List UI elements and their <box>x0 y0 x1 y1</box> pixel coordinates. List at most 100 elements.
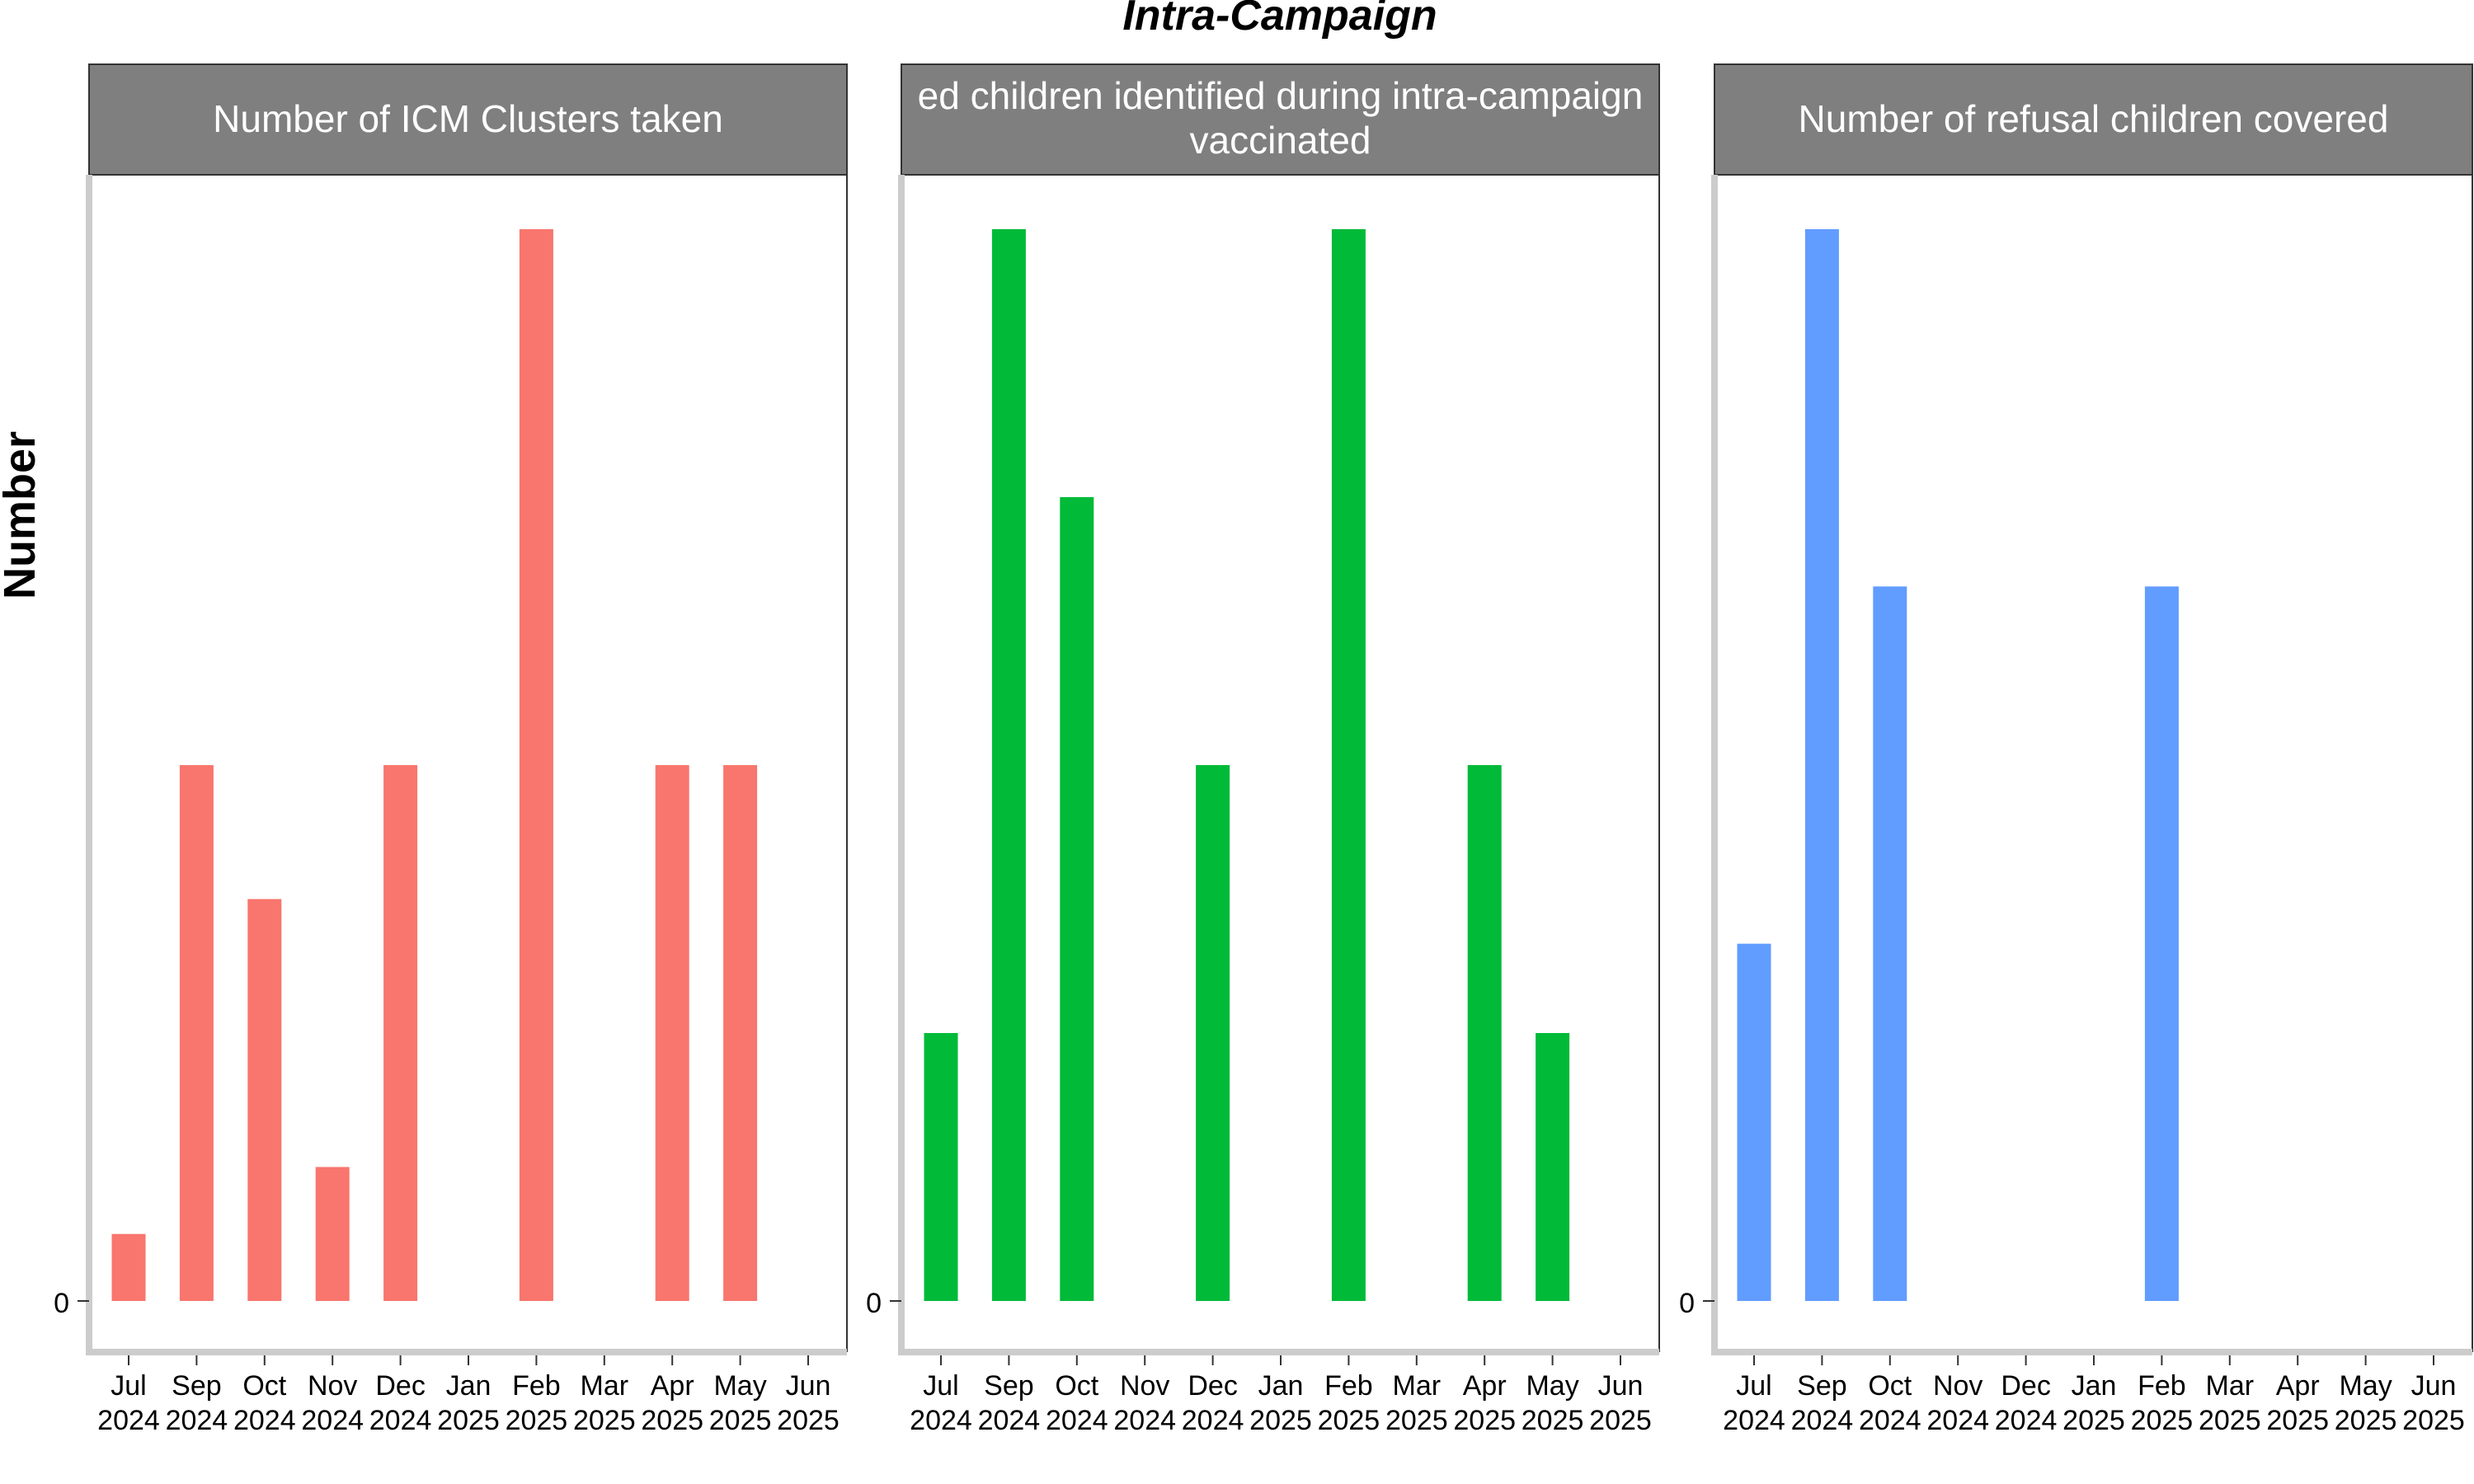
x-tick-label-month: Jun <box>2411 1370 2457 1402</box>
facet-strip <box>1714 63 2473 176</box>
bar-2 <box>1804 229 1839 1301</box>
x-tick-label-month: Jun <box>786 1370 831 1402</box>
y-tick-label: 0 <box>866 1288 882 1319</box>
x-tick-label-year: 2024 <box>910 1405 972 1436</box>
x-tick-label-month: Apr <box>1463 1370 1507 1402</box>
facet-strip-title: ed children identified during intra-camp… <box>918 74 1644 117</box>
x-tick-label-month: Feb <box>512 1370 561 1402</box>
x-tick-label-month: Dec <box>2001 1370 2050 1402</box>
x-tick-label-month: Oct <box>242 1370 286 1402</box>
x-tick-label-year: 2024 <box>166 1405 228 1436</box>
facet-panel-1: Number of ICM Clusters taken0Jul2024Sep2… <box>54 63 848 1436</box>
x-tick-label-month: Feb <box>1324 1370 1373 1402</box>
x-tick-label-year: 2024 <box>1723 1405 1785 1436</box>
x-tick-label-year: 2025 <box>2131 1405 2194 1436</box>
x-tick-label-year: 2025 <box>437 1405 500 1436</box>
x-tick-label-year: 2025 <box>573 1405 636 1436</box>
bar-9 <box>1467 765 1502 1301</box>
bar-7 <box>1331 229 1366 1301</box>
x-tick-label-month: Sep <box>172 1370 222 1402</box>
x-tick-label-month: Sep <box>984 1370 1034 1402</box>
x-tick-label-year: 2024 <box>1182 1405 1244 1436</box>
bar-9 <box>655 765 689 1301</box>
bar-1 <box>111 1233 146 1301</box>
bar-3 <box>1873 586 1907 1301</box>
x-tick-label-year: 2025 <box>1318 1405 1380 1436</box>
y-tick-label: 0 <box>54 1288 69 1319</box>
bar-3 <box>247 899 282 1301</box>
bar-7 <box>519 229 553 1301</box>
x-tick-label-month: Feb <box>2138 1370 2186 1402</box>
facet-panel-3: Number of refusal children covered0Jul20… <box>1679 63 2473 1436</box>
bar-10 <box>723 765 758 1301</box>
bar-10 <box>1536 1033 1570 1301</box>
x-tick-label-year: 2024 <box>369 1405 432 1436</box>
x-tick-label-month: Dec <box>375 1370 425 1402</box>
x-tick-label-month: May <box>713 1370 766 1402</box>
x-tick-label-year: 2025 <box>2335 1405 2397 1436</box>
facet-strip-title: vaccinated <box>1190 119 1371 162</box>
bar-2 <box>179 765 214 1301</box>
x-tick-label-year: 2024 <box>1791 1405 1854 1436</box>
x-tick-label-year: 2025 <box>2199 1405 2261 1436</box>
x-tick-label-month: Nov <box>308 1370 357 1402</box>
x-tick-label-month: Mar <box>581 1370 629 1402</box>
bar-1 <box>1737 943 1771 1301</box>
y-tick-label: 0 <box>1679 1288 1695 1319</box>
x-tick-label-year: 2025 <box>1249 1405 1312 1436</box>
facet-panel-2: ed children identified during intra-camp… <box>866 63 1660 1436</box>
x-tick-label-month: Nov <box>1933 1370 1982 1402</box>
figure-title: Intra-Campaign <box>1122 0 1437 40</box>
x-tick-label-year: 2025 <box>1522 1405 1584 1436</box>
x-tick-label-year: 2024 <box>1113 1405 1176 1436</box>
x-tick-label-month: Mar <box>1393 1370 1442 1402</box>
x-tick-label-month: Nov <box>1120 1370 1169 1402</box>
x-tick-label-month: Jan <box>1258 1370 1304 1402</box>
bar-5 <box>383 765 418 1301</box>
bar-1 <box>924 1033 958 1301</box>
x-tick-label-year: 2025 <box>1453 1405 1516 1436</box>
x-tick-label-month: Sep <box>1797 1370 1847 1402</box>
x-tick-label-year: 2025 <box>709 1405 772 1436</box>
x-tick-label-month: Jul <box>923 1370 958 1402</box>
x-tick-label-year: 2024 <box>1995 1405 2058 1436</box>
x-tick-label-month: Jul <box>1736 1370 1771 1402</box>
x-tick-label-month: Dec <box>1188 1370 1237 1402</box>
x-tick-label-month: Apr <box>651 1370 694 1402</box>
x-tick-label-year: 2024 <box>978 1405 1041 1436</box>
x-tick-label-year: 2024 <box>1859 1405 1921 1436</box>
facet-strip <box>88 63 848 176</box>
facet-strip-title: Number of refusal children covered <box>1799 97 2389 140</box>
bar-3 <box>1060 497 1094 1301</box>
x-tick-label-month: May <box>1526 1370 1578 1402</box>
x-tick-label-month: Mar <box>2206 1370 2255 1402</box>
x-tick-label-year: 2025 <box>1385 1405 1448 1436</box>
x-tick-label-year: 2024 <box>97 1405 160 1436</box>
x-tick-label-month: Jan <box>2072 1370 2117 1402</box>
x-tick-label-year: 2025 <box>1589 1405 1652 1436</box>
x-tick-label-year: 2024 <box>1926 1405 1989 1436</box>
bar-7 <box>2144 586 2179 1301</box>
x-tick-label-month: Oct <box>1868 1370 1912 1402</box>
facet-strip <box>901 63 1660 176</box>
bar-5 <box>1196 765 1230 1301</box>
y-axis-label: Number <box>0 431 45 599</box>
x-tick-label-year: 2024 <box>1046 1405 1108 1436</box>
x-tick-label-month: Jul <box>111 1370 146 1402</box>
x-tick-label-month: Apr <box>2276 1370 2320 1402</box>
x-tick-label-year: 2025 <box>2062 1405 2125 1436</box>
bar-4 <box>315 1167 350 1301</box>
x-tick-label-year: 2024 <box>301 1405 364 1436</box>
x-tick-label-year: 2024 <box>233 1405 296 1436</box>
x-tick-label-month: Oct <box>1055 1370 1098 1402</box>
x-tick-label-year: 2025 <box>641 1405 703 1436</box>
facet-strip-title: Number of ICM Clusters taken <box>213 97 723 140</box>
x-tick-label-month: Jun <box>1598 1370 1644 1402</box>
x-tick-label-year: 2025 <box>506 1405 568 1436</box>
x-tick-label-year: 2025 <box>2266 1405 2329 1436</box>
x-tick-label-year: 2025 <box>2402 1405 2465 1436</box>
x-tick-label-month: May <box>2339 1370 2392 1402</box>
bar-2 <box>991 229 1026 1301</box>
x-tick-label-year: 2025 <box>777 1405 840 1436</box>
